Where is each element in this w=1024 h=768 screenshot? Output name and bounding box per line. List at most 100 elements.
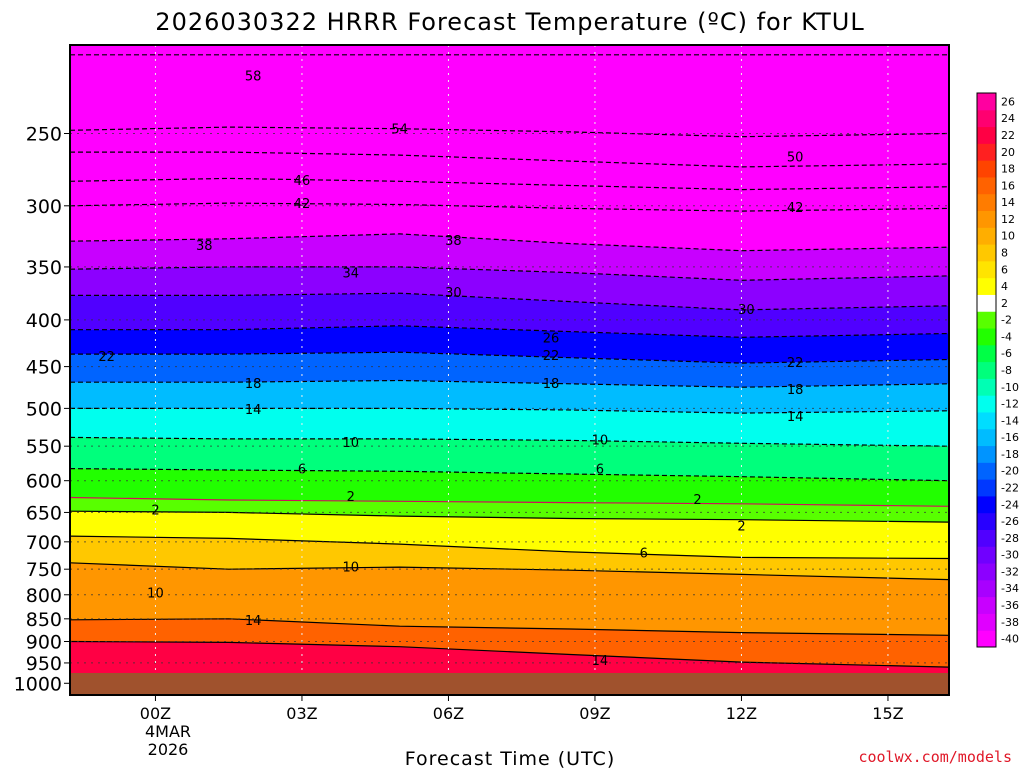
band--38: [70, 233, 949, 281]
colorbar-label: 6: [1001, 263, 1008, 276]
contour-label: 14: [787, 410, 804, 425]
band--42: [70, 203, 949, 251]
band-14: [70, 618, 949, 668]
credit-link[interactable]: coolwx.com/models: [858, 748, 1012, 766]
x-tick-label: 09Z: [579, 704, 610, 723]
contour-label: 6: [640, 546, 648, 561]
x-axis-label: Forecast Time (UTC): [405, 748, 615, 768]
ground-layer: [70, 673, 949, 695]
colorbar-label: 16: [1001, 179, 1015, 192]
band--46: [70, 178, 949, 212]
band--26: [70, 325, 949, 364]
contour-label: 2: [347, 490, 355, 505]
contour-label: 26: [543, 331, 560, 346]
colorbar-label: -22: [1001, 482, 1019, 495]
y-tick-label: 300: [26, 196, 62, 218]
y-tick-label: 500: [26, 398, 62, 420]
colorbar-swatch: [977, 613, 996, 631]
colorbar-label: 24: [1001, 112, 1015, 125]
y-tick-label: 650: [26, 502, 62, 524]
colorbar-label: -6: [1001, 347, 1012, 360]
y-tick-label: 850: [26, 609, 62, 631]
isotherm-line: [70, 496, 949, 507]
isotherm-line: [70, 177, 949, 191]
isotherm-line: [70, 468, 949, 482]
colorbar-label: -18: [1001, 448, 1019, 461]
colorbar-swatch: [977, 294, 996, 312]
contour-label: 38: [445, 234, 462, 249]
contour-label: 38: [196, 239, 213, 254]
colorbar-label: 14: [1001, 196, 1015, 209]
contour-label: 2: [151, 503, 159, 518]
contour-label: 22: [98, 350, 115, 365]
band-10: [70, 562, 949, 636]
colorbar-label: 8: [1001, 246, 1008, 259]
colorbar-swatch: [977, 495, 996, 514]
colorbar-label: -26: [1001, 515, 1019, 528]
isotherm-line: [70, 436, 949, 447]
isotherm-line: [70, 126, 949, 138]
contour-label: 18: [543, 377, 560, 392]
colorbar-label: -36: [1001, 599, 1019, 612]
colorbar-label: -32: [1001, 565, 1019, 578]
band-2: [70, 511, 949, 559]
colorbar-label: 10: [1001, 230, 1015, 243]
colorbar-swatch: [977, 395, 996, 413]
isotherm-line: [70, 292, 949, 311]
colorbar-swatch: [977, 411, 996, 430]
colorbar-label: 22: [1001, 129, 1015, 142]
colorbar-swatch: [977, 512, 996, 530]
colorbar-swatch: [977, 344, 996, 363]
x-tick-label: 03Z: [286, 704, 317, 723]
colorbar-swatch: [977, 445, 996, 463]
colorbar-label: -34: [1001, 582, 1019, 595]
chart-title: 2026030322 HRRR Forecast Temperature (ºC…: [155, 8, 864, 36]
colorbar-label: -40: [1001, 633, 1019, 646]
colorbar-swatch: [977, 579, 996, 598]
colorbar-label: -2: [1001, 314, 1012, 327]
colorbar-label: -4: [1001, 330, 1012, 343]
time-axis: 00Z 03Z 06Z 09Z 12Z 15Z: [140, 695, 904, 723]
colorbar-swatch: [977, 93, 996, 111]
contour-label: 50: [787, 151, 804, 166]
band--22: [70, 352, 949, 388]
contour-label: 14: [245, 403, 262, 418]
colorbar-label: -28: [1001, 532, 1019, 545]
colorbar-swatch: [977, 277, 996, 295]
colorbar-frame: [976, 92, 997, 648]
contour-label: 42: [787, 201, 804, 216]
colorbar-label: 26: [1001, 95, 1015, 108]
contour-label: 22: [543, 349, 560, 364]
y-tick-label: 1000: [14, 673, 62, 695]
isotherm-line: [70, 351, 949, 364]
colorbar-swatch: [977, 109, 996, 128]
y-tick-label: 600: [26, 471, 62, 493]
colorbar-label: -14: [1001, 414, 1019, 427]
contour-label: 10: [147, 586, 164, 601]
date-line-2: 2026: [148, 740, 189, 759]
y-tick-label: 700: [26, 532, 62, 554]
isotherm-line: [70, 562, 949, 581]
x-tick-label: 06Z: [433, 704, 464, 723]
contour-label: 6: [596, 463, 604, 478]
colorbar-label: -38: [1001, 616, 1019, 629]
isotherm-line: [70, 535, 949, 560]
colorbar-swatch: [977, 596, 996, 614]
band--2: [70, 497, 949, 523]
y-tick-label: 900: [26, 631, 62, 653]
contour-label: 30: [445, 286, 462, 301]
contour-label: 14: [592, 654, 609, 669]
isotherm-line: [70, 510, 949, 523]
contour-label: 58: [245, 70, 262, 85]
isotherm-line: [70, 325, 949, 338]
contour-label: 14: [245, 614, 262, 629]
colorbar-swatch: [977, 428, 996, 447]
band--34: [70, 266, 949, 310]
colorbar-swatch: [977, 260, 996, 279]
colorbar-label: -12: [1001, 398, 1019, 411]
date-line-1: 4MAR: [145, 722, 191, 741]
colorbar-label: 12: [1001, 213, 1015, 226]
pressure-axis: 2503003504004505005506006507007508008509…: [14, 123, 70, 695]
